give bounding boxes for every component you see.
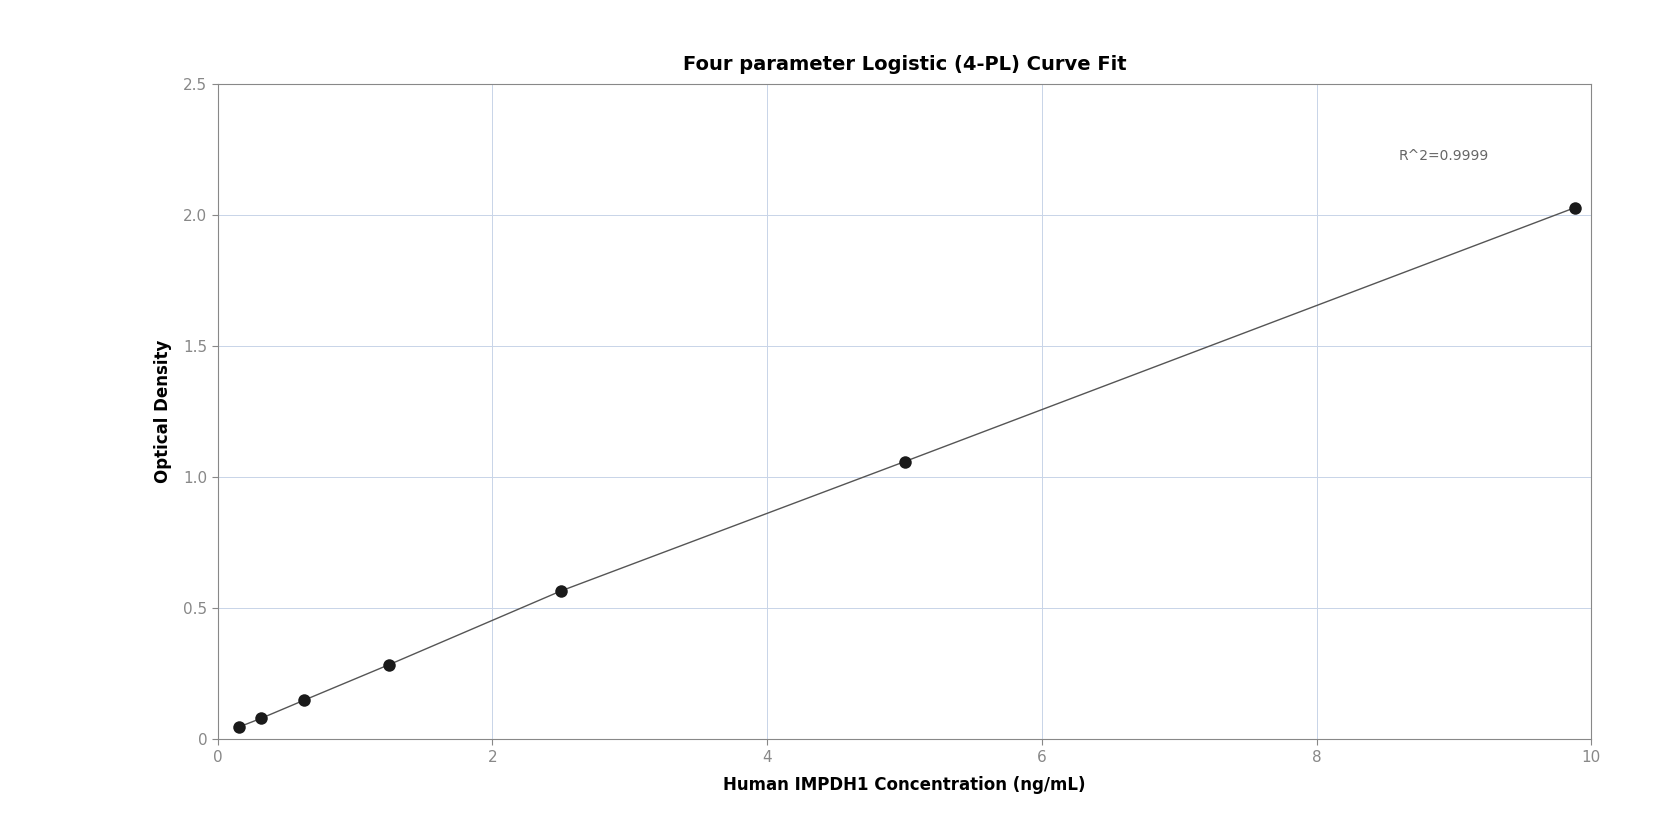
X-axis label: Human IMPDH1 Concentration (ng/mL): Human IMPDH1 Concentration (ng/mL)	[724, 775, 1085, 794]
Point	[290, 694, 317, 707]
Point	[375, 658, 404, 671]
Point	[226, 720, 253, 733]
Y-axis label: Optical Density: Optical Density	[154, 340, 173, 483]
Point	[891, 455, 918, 469]
Text: R^2=0.9999: R^2=0.9999	[1399, 149, 1489, 163]
Point	[248, 711, 275, 725]
Title: Four parameter Logistic (4-PL) Curve Fit: Four parameter Logistic (4-PL) Curve Fit	[683, 55, 1126, 74]
Point	[548, 584, 575, 597]
Point	[1561, 201, 1588, 214]
